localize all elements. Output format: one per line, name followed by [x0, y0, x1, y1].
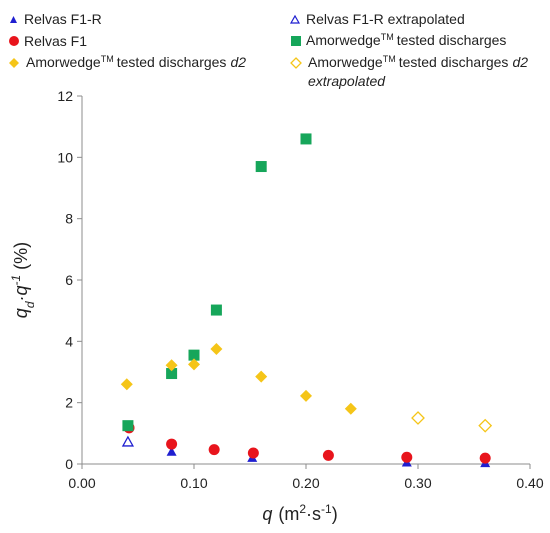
data-point-series-3: [210, 304, 222, 316]
legend-label-amorwedge-tested-tm: TM: [381, 32, 394, 42]
legend-label-amorwedge-tested-part2: tested discharges: [397, 32, 507, 48]
legend-label-relvas-f1: Relvas F1: [24, 33, 87, 49]
y-axis-title-q: q: [11, 308, 31, 318]
data-point-series-2: [479, 452, 491, 464]
legend-label-amorwedge-d2: AmorwedgeTM tested discharges d2: [26, 54, 246, 70]
data-point-series-2: [166, 438, 178, 450]
data-point-series-2: [322, 449, 334, 461]
legend-marker-amorwedge-d2-extrapolated: [290, 57, 302, 69]
legend-label-amorwedge-d2-extrapolated-line2: extrapolated: [308, 73, 386, 89]
legend-item-relvas-f1: Relvas F1: [9, 33, 87, 49]
y-tick-label: 6: [65, 272, 73, 288]
x-axis-title-sup2: -1: [321, 502, 332, 516]
legend-label-amorwedge-tested: AmorwedgeTM tested discharges: [306, 32, 506, 48]
data-point-series-3: [188, 349, 200, 361]
legend: Relvas F1-R Relvas F1-R extrapolated Rel…: [9, 11, 528, 89]
data-point-series-4: [165, 359, 178, 372]
x-axis-title-unit: (m: [278, 504, 299, 524]
y-axis-title: qd·q-1 (%): [9, 242, 37, 318]
data-point-series-0: [166, 446, 177, 456]
legend-marker-amorwedge-tested: [291, 36, 301, 46]
data-point-series-3: [122, 420, 134, 432]
legend-label-amorwedge-tested-part1: Amorwedge: [306, 32, 381, 48]
legend-item-relvas-f1-r-extrapolated: Relvas F1-R extrapolated: [289, 11, 465, 27]
legend-item-amorwedge-d2-extrapolated: AmorwedgeTM tested discharges d2 extrapola…: [290, 54, 528, 89]
x-axis-title-q: q: [262, 504, 272, 524]
y-tick-label: 10: [57, 149, 73, 165]
legend-label-amorwedge-d2-extrapolated: AmorwedgeTM tested discharges d2: [308, 54, 528, 70]
legend-item-relvas-f1-r: Relvas F1-R: [10, 11, 102, 27]
data-point-series-4: [210, 343, 223, 355]
data-point-series-4: [255, 370, 268, 383]
x-tick-label: 0.30: [404, 475, 431, 491]
x-axis-title-mid: ·s: [306, 504, 321, 524]
y-tick-label: 8: [65, 211, 73, 227]
data-points: [120, 133, 493, 468]
legend-marker-relvas-f1: [9, 36, 19, 46]
legend-label-amorwedge-d2x-tm: TM: [383, 54, 396, 64]
legend-item-amorwedge-tested: AmorwedgeTM tested discharges: [291, 32, 506, 48]
ticks: 0 2 4 6 8 10 12 0.00 0.10 0.20 0.30 0.40: [57, 88, 543, 491]
x-tick-label: 0.40: [516, 475, 543, 491]
y-axis-title-unit: (%): [11, 242, 31, 270]
x-axis-title: q (m2·s-1): [262, 502, 337, 524]
legend-label-amorwedge-d2x-part1: Amorwedge: [308, 54, 383, 70]
data-point-series-2: [401, 451, 413, 463]
legend-label-relvas-f1-r: Relvas F1-R: [24, 11, 102, 27]
data-point-series-3: [300, 133, 312, 145]
legend-label-amorwedge-d2-tm: TM: [101, 54, 114, 64]
y-tick-label: 12: [57, 88, 73, 104]
x-axis-title-close: ): [332, 504, 338, 524]
data-point-series-2: [247, 447, 259, 459]
data-point-series-4: [300, 389, 312, 402]
x-axis-title-sup1: 2: [299, 502, 306, 516]
data-point-series-2: [208, 444, 220, 456]
legend-label-amorwedge-d2x-part3: d2: [512, 54, 528, 70]
legend-label-amorwedge-d2x-part2: tested discharges: [399, 54, 509, 70]
y-tick-label: 0: [65, 456, 73, 472]
x-tick-label: 0.20: [292, 475, 319, 491]
x-tick-label: 0.10: [180, 475, 207, 491]
legend-marker-amorwedge-d2: [9, 58, 19, 68]
data-point-series-3: [166, 368, 178, 380]
axes: [81, 96, 530, 465]
data-point-series-5: [411, 411, 425, 425]
legend-label-relvas-f1-r-extrapolated: Relvas F1-R extrapolated: [306, 11, 465, 27]
legend-marker-relvas-f1-r: [10, 16, 17, 23]
y-axis-title-mid: ·q: [11, 285, 31, 301]
legend-item-amorwedge-d2: AmorwedgeTM tested discharges d2: [9, 54, 246, 70]
x-tick-label: 0.00: [68, 475, 95, 491]
data-point-series-3: [255, 161, 267, 173]
y-tick-label: 4: [65, 333, 73, 349]
y-axis-title-sup: -1: [9, 275, 23, 286]
data-point-series-5: [478, 418, 493, 433]
y-axis-title-sub: d: [23, 301, 37, 308]
legend-marker-relvas-f1-r-extrapolated: [289, 14, 301, 24]
data-point-series-4: [120, 378, 133, 391]
data-point-series-1: [121, 435, 135, 447]
legend-label-amorwedge-d2-part1: Amorwedge: [26, 54, 101, 70]
legend-label-amorwedge-d2-part2: tested discharges: [117, 54, 227, 70]
legend-label-amorwedge-d2-part3: d2: [230, 54, 246, 70]
data-point-series-4: [188, 358, 200, 371]
y-tick-label: 2: [65, 395, 73, 411]
data-point-series-4: [344, 402, 357, 415]
